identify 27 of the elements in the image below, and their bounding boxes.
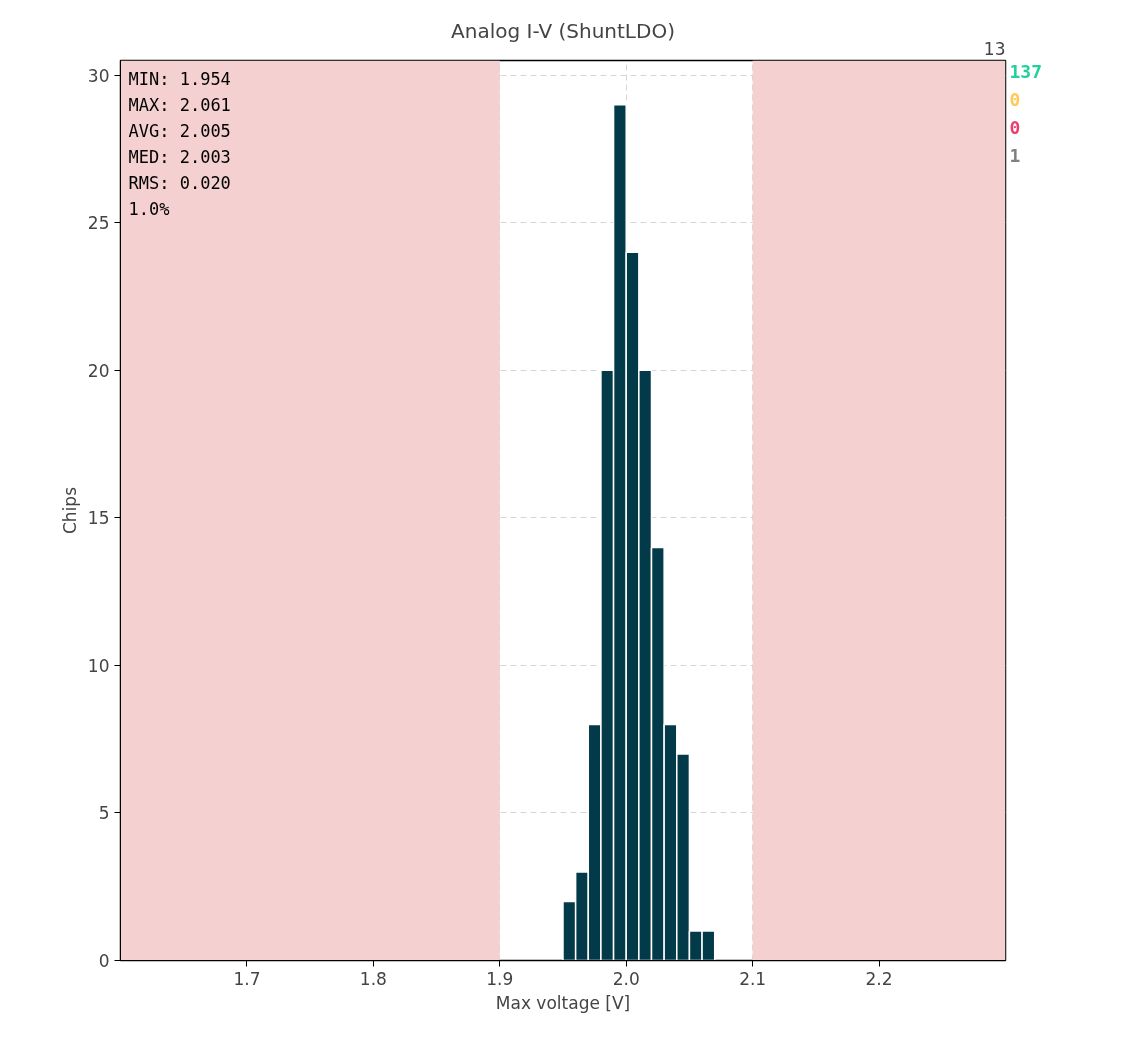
annotation: AVG: 2.005 [128, 120, 231, 141]
x-tick-label: 2.2 [865, 968, 893, 989]
text: 0 [1009, 116, 1021, 138]
annotation: 1.0% [128, 198, 170, 219]
annotation: MED: 2.003 [128, 146, 231, 167]
x-tick-label: 2.0 [612, 968, 640, 989]
y-tick-label: 25 [87, 213, 110, 234]
x-tick-label: 1.7 [233, 968, 261, 989]
text: 13 [983, 38, 1006, 59]
y-tick-label: 15 [87, 508, 110, 529]
text: 0 [1009, 88, 1021, 110]
y-tick-label: 10 [87, 655, 110, 676]
annotation: MIN: 1.954 [128, 68, 231, 89]
text: 1 [1009, 144, 1021, 166]
annotation: MAX: 2.061 [128, 94, 231, 115]
y-tick-label: 5 [98, 803, 110, 824]
y-axis-title: Chips [59, 486, 80, 535]
x-axis-title: Max voltage [V] [495, 992, 631, 1013]
x-tick-label: 1.9 [486, 968, 514, 989]
y-tick-label: 0 [98, 951, 110, 971]
x-tick-label: 2.1 [739, 968, 767, 989]
x-tick-label: 1.8 [359, 968, 387, 989]
y-tick-label: 20 [87, 360, 110, 381]
y-tick-label: 30 [87, 65, 110, 86]
text: 137 [1009, 60, 1043, 82]
annotation: RMS: 0.020 [128, 172, 231, 193]
chart-title: Analog I-V (ShuntLDO) [451, 18, 675, 43]
